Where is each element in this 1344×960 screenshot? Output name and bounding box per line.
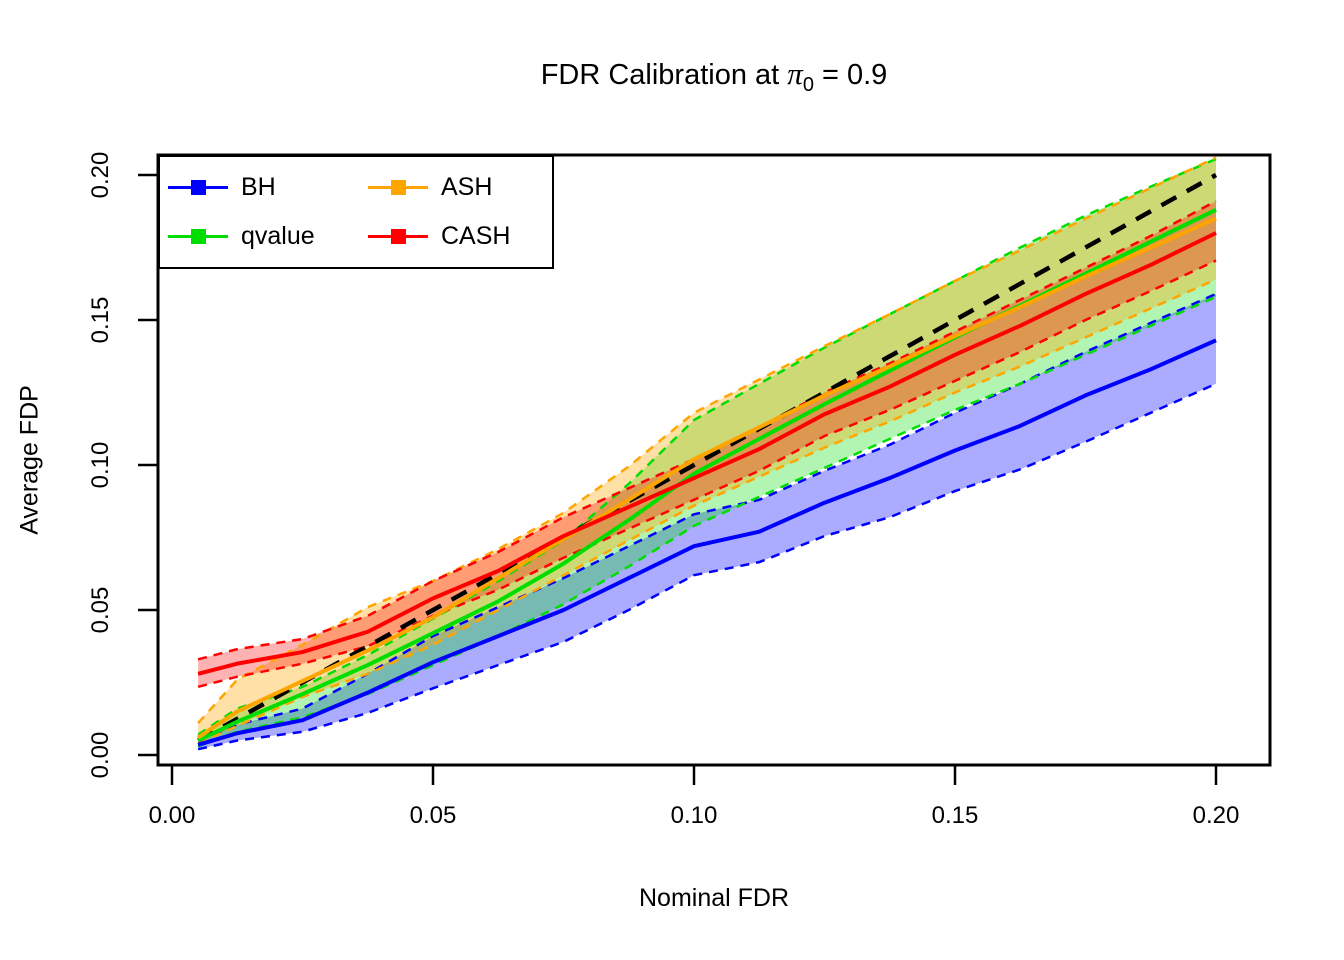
- y-tick-label: 0.00: [87, 731, 114, 779]
- qvalue-band-edge-hi: [197, 157, 1217, 736]
- legend-label-bh: BH: [241, 173, 276, 201]
- x-tick-label: 0.00: [148, 802, 196, 829]
- bh-band-edge-hi: [197, 292, 1217, 742]
- bh-line-marker-icon: [168, 180, 228, 196]
- x-axis-label: Nominal FDR: [638, 884, 790, 912]
- legend: BH qvalue ASH CASH: [158, 155, 554, 269]
- legend-item-cash: CASH: [368, 222, 546, 251]
- legend-item-ash: ASH: [368, 173, 546, 202]
- y-tick-label: 0.15: [87, 296, 114, 344]
- x-tick-label: 0.20: [1192, 802, 1240, 829]
- y-tick-label: 0.10: [87, 441, 114, 489]
- qvalue-line-marker-icon: [168, 229, 228, 245]
- ash-band-edge-lo: [197, 278, 1217, 745]
- y-tick-label: 0.05: [87, 586, 114, 634]
- legend-item-qvalue: qvalue: [168, 222, 368, 251]
- x-tick-label: 0.10: [670, 802, 718, 829]
- legend-label-ash: ASH: [441, 173, 493, 201]
- legend-label-qvalue: qvalue: [241, 222, 315, 250]
- ash-band-edge-hi: [197, 156, 1217, 724]
- x-tick-label: 0.05: [409, 802, 457, 829]
- plot-border: [156, 153, 1272, 767]
- y-axis-label: Average FDP: [15, 385, 44, 535]
- plot-area: [196, 156, 1218, 751]
- cash-mean-line: [197, 231, 1217, 676]
- chart-title-text: FDR Calibration at: [540, 59, 788, 91]
- qvalue-band-edge-lo: [197, 295, 1217, 748]
- chart-title: FDR Calibration at π0 = 0.9: [540, 56, 888, 96]
- ash-mean-line: [196, 216, 1217, 740]
- cash-band-edge-hi: [197, 199, 1217, 661]
- ash-line-marker-icon: [368, 180, 428, 196]
- pi-symbol: π: [787, 56, 803, 91]
- y-tick-label: 0.20: [87, 151, 114, 199]
- bh-band-edge-lo: [197, 382, 1217, 751]
- cash-band-edge-lo: [197, 259, 1217, 689]
- chart-title-value: = 0.9: [813, 59, 888, 91]
- legend-label-cash: CASH: [441, 222, 511, 250]
- x-tick-label: 0.15: [931, 802, 979, 829]
- cash-line-marker-icon: [368, 229, 428, 245]
- legend-item-bh: BH: [168, 173, 368, 202]
- pi-subscript: 0: [802, 74, 814, 96]
- bh-mean-line: [197, 338, 1217, 747]
- reference-diagonal: [197, 173, 1218, 743]
